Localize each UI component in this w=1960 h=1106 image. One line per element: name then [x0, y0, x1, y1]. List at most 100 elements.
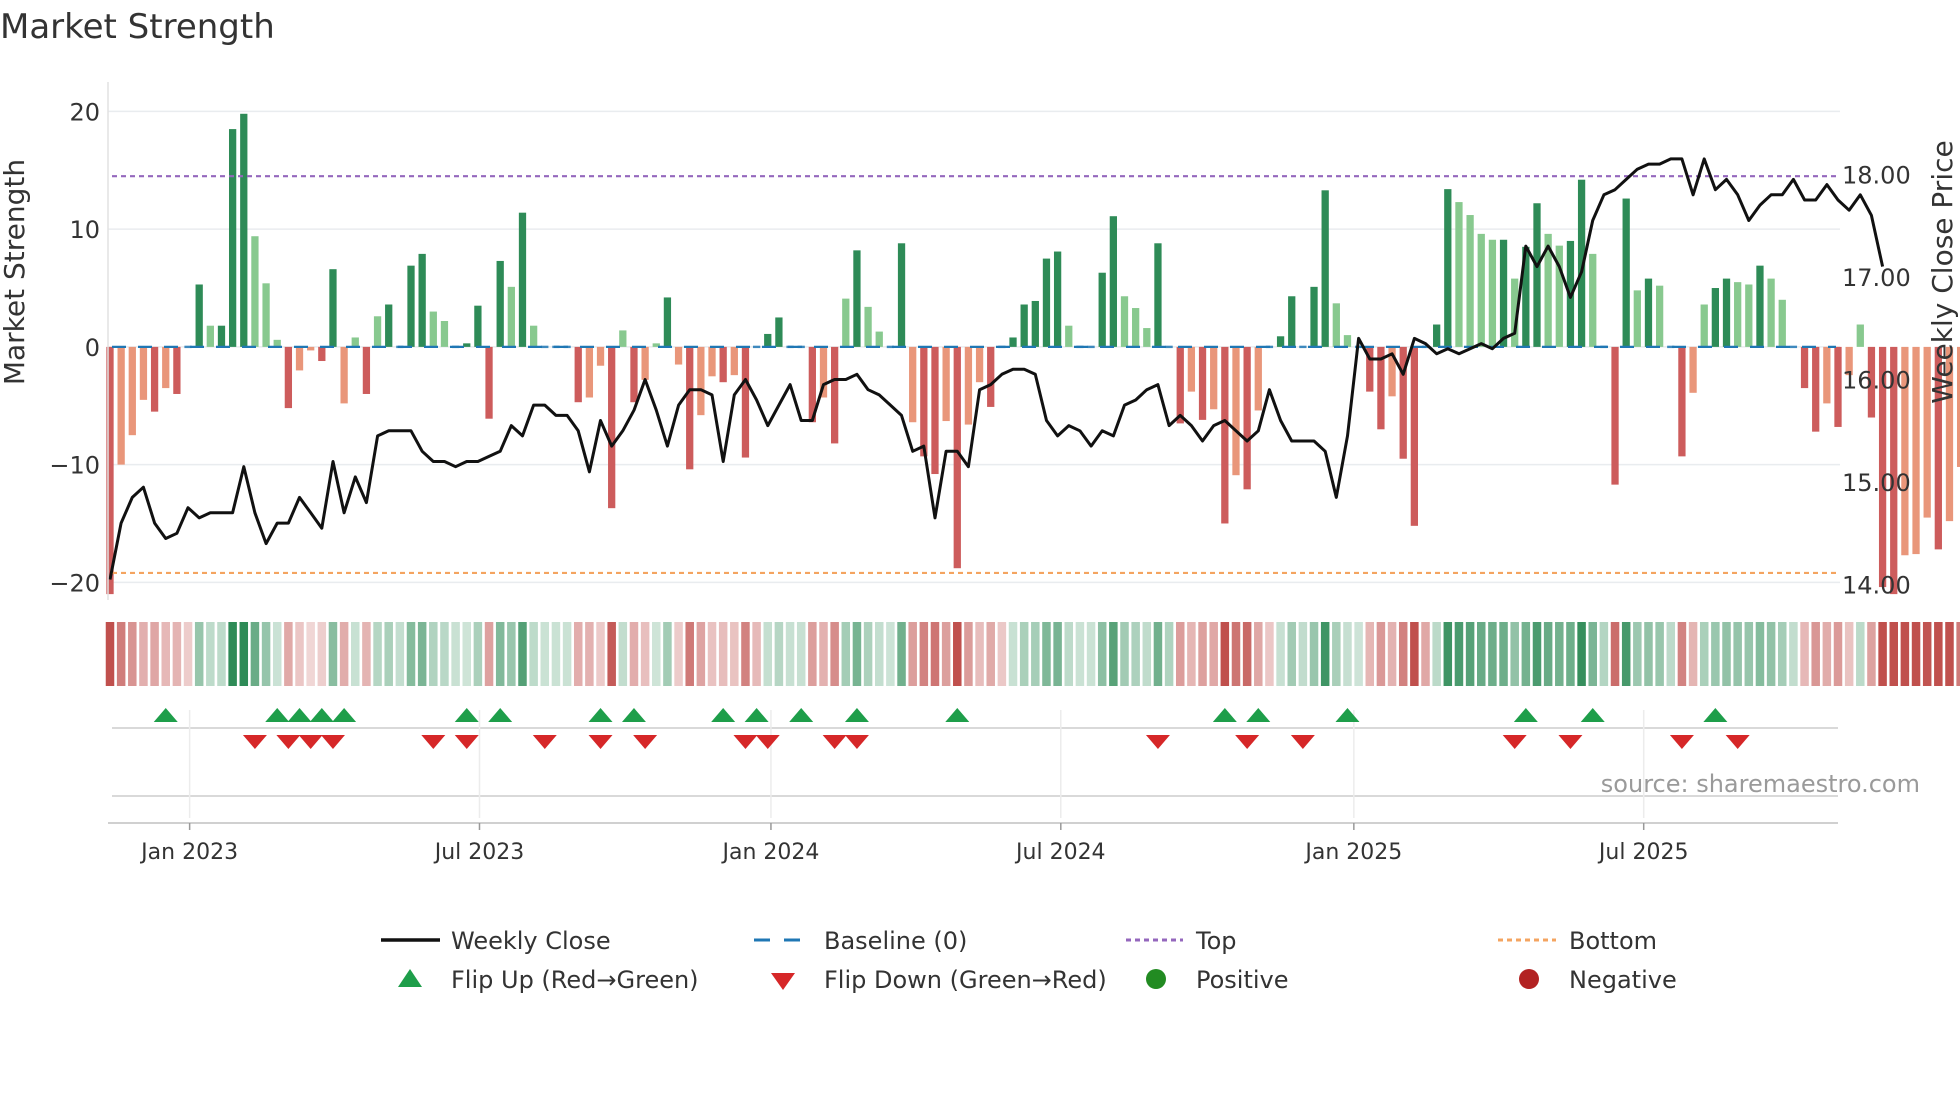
heat-cell — [1187, 622, 1196, 686]
heat-cell — [1198, 622, 1207, 686]
strength-bar-negative — [128, 346, 136, 436]
heat-cell — [451, 622, 460, 686]
heat-cell — [395, 622, 405, 686]
heat-cell — [306, 622, 315, 686]
strength-bar-negative — [608, 346, 616, 509]
flip-up-marker — [744, 708, 769, 722]
flip-up-marker — [265, 708, 290, 722]
strength-bar-positive — [1098, 272, 1106, 347]
heat-cell — [1153, 622, 1163, 686]
heat-cell — [852, 622, 862, 686]
heat-cell — [1432, 622, 1441, 686]
strength-bar-negative — [106, 346, 114, 595]
flip-up-marker — [309, 708, 334, 722]
strength-bar-positive — [1065, 325, 1073, 347]
strength-bar-positive — [1042, 258, 1051, 347]
heat-cell — [194, 622, 204, 686]
strength-bar-positive — [1020, 304, 1028, 347]
strength-bar-positive — [1622, 198, 1630, 347]
heat-cell — [1844, 622, 1854, 686]
strength-bar-positive — [329, 269, 337, 347]
heat-cell — [1276, 622, 1285, 686]
strength-bar-positive — [1655, 285, 1664, 347]
flip-down-marker — [454, 735, 479, 749]
heat-cell — [473, 622, 483, 686]
legend-negative-swatch — [1519, 969, 1539, 989]
flip-down-marker — [822, 735, 847, 749]
heat-cell — [250, 622, 260, 686]
heat-cell — [1867, 622, 1876, 686]
flip-down-marker — [1235, 735, 1260, 749]
heat-cell — [295, 622, 304, 686]
strength-bar-zero — [1667, 345, 1675, 349]
heat-cell — [796, 622, 806, 686]
strength-bar-positive — [853, 250, 861, 347]
flip-up-marker — [844, 708, 869, 722]
flip-down-marker — [1669, 735, 1694, 749]
strength-bar-negative — [150, 346, 159, 412]
heat-cell — [484, 622, 494, 686]
strength-bar-negative — [975, 346, 984, 383]
strength-bar-negative — [1800, 346, 1809, 389]
heat-cell — [507, 622, 516, 686]
heat-cell — [1621, 622, 1631, 686]
heat-cell — [1588, 622, 1597, 686]
strength-bar-positive — [897, 243, 906, 347]
heat-cell — [1633, 622, 1642, 686]
heat-cell — [986, 622, 995, 686]
strength-bar-negative — [117, 346, 125, 465]
flip-up-marker — [588, 708, 613, 722]
strength-bar-positive — [1544, 233, 1552, 347]
heat-cell — [629, 622, 639, 686]
strength-bar-negative — [1210, 346, 1218, 410]
strength-bar-positive — [775, 317, 783, 347]
strength-bar-negative — [686, 346, 694, 470]
heat-cell — [1120, 622, 1129, 686]
flip-up-marker — [945, 708, 970, 722]
strength-bar-positive — [1511, 278, 1519, 347]
heat-cell — [830, 622, 839, 686]
flip-up-marker — [454, 708, 479, 722]
chart-title: Market Strength — [0, 7, 275, 47]
flip-down-marker — [1558, 735, 1583, 749]
strength-bar-positive — [1778, 299, 1786, 347]
strength-bar-positive — [1644, 278, 1653, 347]
strength-bar-positive — [875, 331, 883, 347]
strength-bar-positive — [206, 325, 214, 347]
strength-bar-positive — [652, 343, 660, 347]
heat-cell — [1443, 622, 1453, 686]
heat-cell — [1019, 622, 1029, 686]
heat-cell — [1164, 622, 1174, 686]
legend: Weekly Close Baseline (0) Top Bottom Fli… — [381, 927, 1677, 994]
strength-bar-positive — [440, 320, 449, 347]
strength-bar-positive — [429, 311, 437, 347]
y-tick-label: 0 — [85, 334, 100, 362]
strength-heat-strip — [105, 622, 1960, 686]
heat-cell — [518, 622, 527, 686]
heat-cell — [1711, 622, 1720, 686]
heat-cell — [975, 622, 984, 686]
flip-up-marker — [1335, 708, 1360, 722]
heat-cell — [1733, 622, 1742, 686]
strength-bar-negative — [831, 346, 839, 444]
heat-cell — [1688, 622, 1698, 686]
strength-bar-negative — [1845, 346, 1853, 376]
heat-cell — [752, 622, 761, 686]
heat-cell — [1488, 622, 1497, 686]
heat-cell — [618, 622, 628, 686]
strength-bar-positive — [1009, 337, 1017, 347]
strength-bar-negative — [1956, 346, 1960, 467]
strength-bar-positive — [463, 343, 471, 347]
heat-cell — [953, 622, 962, 686]
heat-cell — [908, 622, 917, 686]
heat-cell — [1934, 622, 1943, 686]
heat-cell — [317, 622, 327, 686]
heat-cell — [997, 622, 1007, 686]
strength-bar-positive — [1455, 202, 1463, 347]
x-tick-label: Jul 2024 — [1014, 840, 1106, 865]
strength-bar-negative — [1176, 346, 1184, 424]
strength-bar-positive — [474, 305, 482, 347]
heat-cell — [562, 622, 572, 686]
strength-bar-positive — [1321, 190, 1329, 347]
